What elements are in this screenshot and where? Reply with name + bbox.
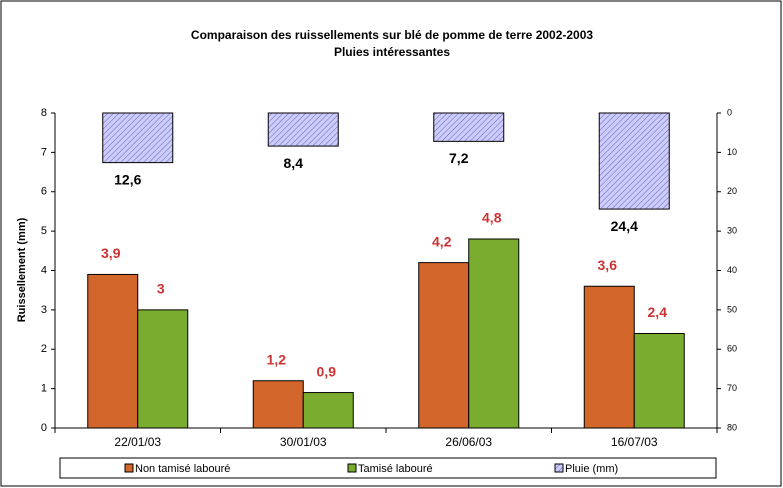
legend-label: Non tamisé labouré [135,463,230,475]
bar [418,262,470,429]
data-label: 12,6 [114,171,141,187]
y-tick-label: 0 [41,422,47,434]
y2-tick-label: 20 [727,186,737,196]
x-tick-label: 26/06/03 [445,435,492,449]
y2-tick-label: 80 [727,422,737,432]
y-tick-label: 6 [41,186,47,198]
x-tick-label: 16/07/03 [611,435,658,449]
data-label: 1,2 [267,351,287,367]
y-tick-label: 2 [41,343,47,355]
y2-tick-label: 60 [727,344,737,354]
bar [583,285,635,429]
data-label: 3,9 [101,245,121,261]
data-label: 7,2 [449,150,469,166]
x-tick-label: 30/01/03 [280,435,327,449]
data-label: 8,4 [284,155,304,171]
data-label: 2,4 [648,304,668,320]
data-label: 24,4 [611,218,638,234]
y-axis-label: Ruissellement (mm) [16,217,28,322]
legend-swatch [554,463,564,473]
legend-swatch [347,463,357,473]
rain-bar [102,112,174,164]
y2-tick-label: 70 [727,383,737,393]
data-label: 4,2 [432,233,452,249]
y2-tick-label: 10 [727,147,737,157]
y2-tick-label: 50 [727,304,737,314]
data-label: 0,9 [317,363,337,379]
rain-bar [598,112,670,210]
chart-title: Comparaison des ruissellements sur blé d… [191,28,593,42]
y2-tick-label: 40 [727,265,737,275]
y-tick-label: 7 [41,146,47,158]
legend [59,457,717,479]
data-label: 3 [157,281,165,297]
y-tick-label: 8 [41,107,47,119]
rain-bar [267,112,339,147]
x-tick-label: 22/01/03 [114,435,161,449]
bar [302,392,354,429]
bar [137,309,189,429]
y-tick-label: 5 [41,225,47,237]
y-tick-label: 3 [41,304,47,316]
data-label: 4,8 [482,210,502,226]
bar [468,238,520,429]
legend-label: Pluie (mm) [565,463,618,475]
data-label: 3,6 [598,257,618,273]
y2-tick-label: 30 [727,226,737,236]
bar [252,380,304,429]
legend-label: Tamisé labouré [358,463,433,475]
y2-tick-label: 0 [727,107,732,117]
y-tick-label: 4 [41,264,47,276]
chart-subtitle: Pluies intéressantes [334,45,450,59]
bar [633,333,685,429]
rain-bar [433,112,505,142]
y-tick-label: 1 [41,383,47,395]
legend-swatch [124,463,134,473]
bar [87,273,139,429]
